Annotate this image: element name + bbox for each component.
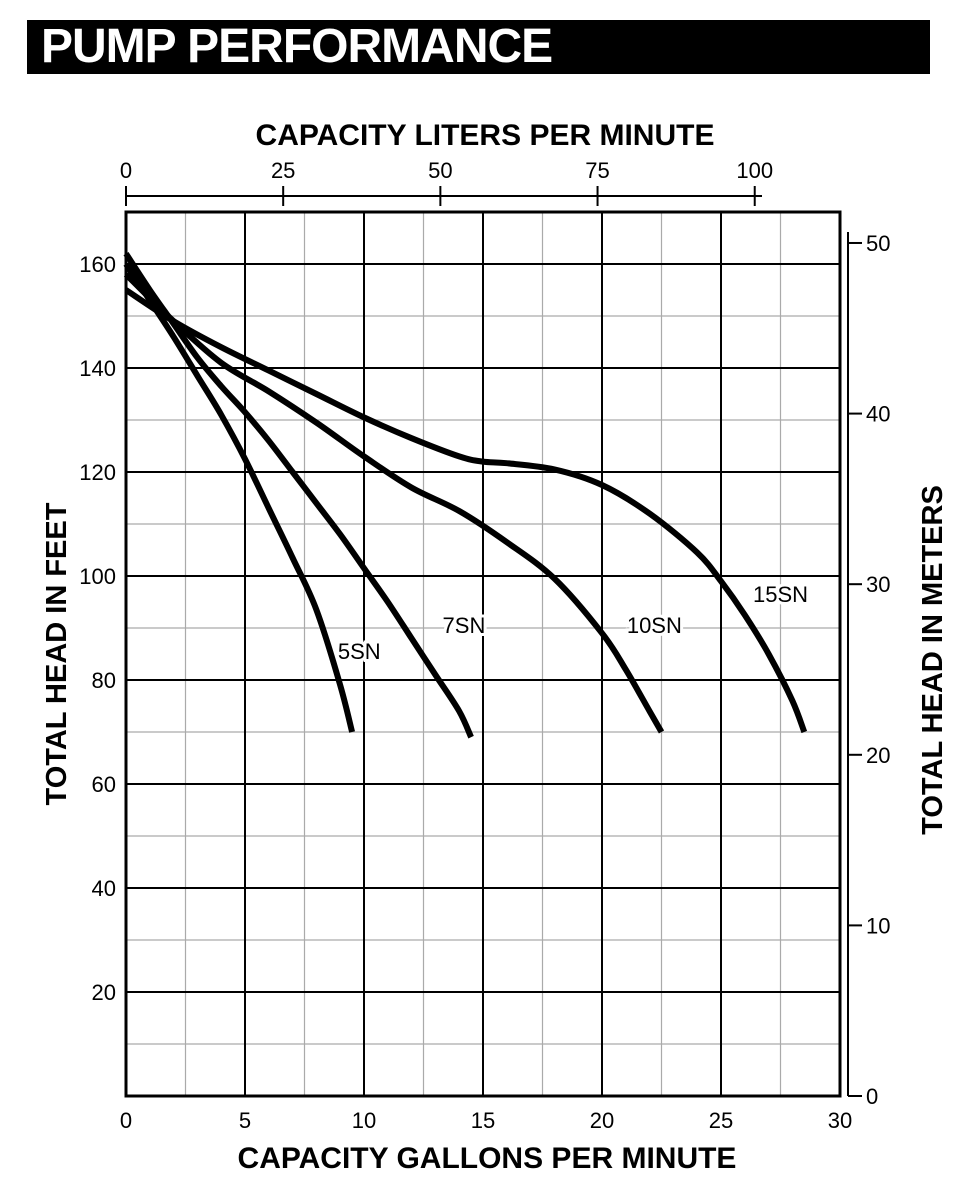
x-tick-label: 20 [590,1108,614,1133]
curve-label-5sn: 5SN [338,639,381,664]
y2-tick-label: 50 [866,231,890,256]
x-tick-label: 5 [239,1108,251,1133]
right-axis-meters: 0 10 20 30 40 50 [847,231,890,1109]
curve-label-7sn: 7SN [443,613,486,638]
x2-tick-label: 0 [120,158,132,183]
y2-tick-label: 40 [866,402,890,427]
x-tick-label: 10 [352,1108,376,1133]
tick-labels: 0 5 10 15 20 25 30 20 40 60 80 100 120 140 160 [79,252,852,1133]
page-title: PUMP PERFORMANCE [41,20,553,73]
y-tick-label: 140 [79,356,116,381]
y2-tick-label: 30 [866,572,890,597]
y-tick-label: 40 [92,876,116,901]
y-tick-label: 60 [92,772,116,797]
curve-10sn [123,272,665,734]
x2-tick-label: 50 [428,158,452,183]
y-tick-label: 80 [92,668,116,693]
y-tick-label: 120 [79,460,116,485]
top-axis-title: CAPACITY LITERS PER MINUTE [256,119,715,152]
curve-label-15sn: 15SN [753,582,808,607]
x2-tick-label: 75 [585,158,609,183]
y2-tick-label: 20 [866,743,890,768]
major-grid [126,212,840,1096]
plot-frame [124,210,842,1098]
y2-tick-label: 0 [866,1084,878,1109]
x-tick-label: 25 [709,1108,733,1133]
x-tick-label: 15 [471,1108,495,1133]
title-bar: PUMP PERFORMANCE [27,20,930,74]
y-tick-label: 20 [92,980,116,1005]
x2-tick-label: 100 [736,158,773,183]
left-axis-title: TOTAL HEAD IN FEET [41,502,73,805]
x-tick-label: 30 [828,1108,852,1133]
y-tick-label: 100 [79,564,116,589]
x-tick-label: 0 [120,1108,132,1133]
pump-curves: 5SN 7SN 10SN 15SN [123,251,811,739]
curve-7sn [123,251,474,739]
y2-tick-label: 10 [866,913,890,938]
x2-tick-label: 25 [271,158,295,183]
curve-label-10sn: 10SN [627,613,682,638]
curve-5sn [123,262,356,733]
curve-15sn [124,287,808,734]
bottom-axis-title: CAPACITY GALLONS PER MINUTE [238,1142,737,1175]
y-tick-label: 160 [79,252,116,277]
right-axis-title: TOTAL HEAD IN METERS [917,485,949,835]
top-axis-liters: 0 25 50 75 100 [120,158,773,206]
